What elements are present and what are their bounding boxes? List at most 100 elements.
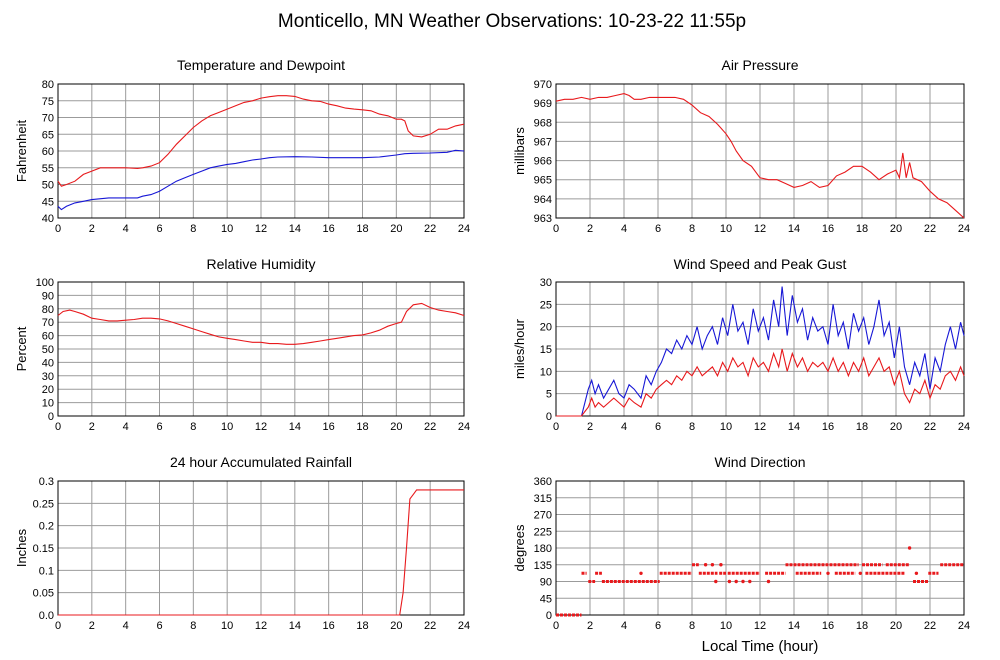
- temp-series-blue: [57, 149, 465, 211]
- rain-ytick: 0.0: [39, 610, 54, 622]
- wind-xtick: 16: [822, 421, 834, 433]
- wind-ytick: 20: [540, 322, 552, 334]
- rain-xtick: 18: [356, 620, 368, 632]
- dir-point: [734, 579, 738, 584]
- temp-xtick: 6: [156, 223, 162, 235]
- dir-point: [914, 571, 919, 576]
- dir-point: [719, 563, 723, 567]
- pressure-ytick: 968: [534, 117, 552, 129]
- temp-ytick: 45: [42, 196, 54, 208]
- pressure-ytick: 967: [534, 136, 552, 148]
- rain-ytick: 0.1: [39, 565, 54, 577]
- pressure-xtick: 4: [621, 223, 627, 235]
- dir-point: [727, 579, 732, 584]
- wind-xtick: 24: [958, 421, 970, 433]
- rh-xtick: 22: [424, 421, 436, 433]
- temp-xtick: 0: [55, 223, 61, 235]
- pressure-xtick: 22: [924, 223, 936, 235]
- dir-ytick: 90: [540, 577, 552, 589]
- dir-xtick: 2: [587, 620, 593, 632]
- rain-xtick: 8: [190, 620, 196, 632]
- wind-xtick: 20: [890, 421, 902, 433]
- wind-xtick: 8: [689, 421, 695, 433]
- temp-ytick: 40: [42, 213, 54, 225]
- temp-ytick: 50: [42, 180, 54, 192]
- rh-xtick: 14: [289, 421, 301, 433]
- rh-ytick: 50: [42, 344, 54, 356]
- dir-ytick: 270: [534, 510, 552, 522]
- wind-xtick: 22: [924, 421, 936, 433]
- wind-ylabel: miles/hour: [512, 318, 527, 379]
- wind-ytick: 5: [546, 389, 552, 401]
- wind-series-red: [556, 348, 965, 417]
- rain-xtick: 4: [123, 620, 129, 632]
- rh-xtick: 12: [255, 421, 267, 433]
- dir-point: [826, 571, 830, 576]
- dir-point: [703, 563, 708, 567]
- temp-xtick: 8: [190, 223, 196, 235]
- temp-ytick: 80: [42, 79, 54, 91]
- rain-series-red: [58, 489, 464, 616]
- rh-ytick: 70: [42, 317, 54, 329]
- temp-ylabel: Fahrenheit: [14, 120, 29, 183]
- rain-ylabel: Inches: [14, 528, 29, 567]
- dir-ylabel: degrees: [512, 524, 527, 571]
- pressure-xtick: 16: [822, 223, 834, 235]
- wind-xtick: 18: [856, 421, 868, 433]
- wind-ytick: 15: [540, 344, 552, 356]
- wind-frame: [555, 281, 965, 417]
- pressure-ylabel: millibars: [512, 127, 527, 175]
- pressure-title: Air Pressure: [721, 57, 798, 73]
- rh-ytick: 10: [42, 398, 54, 410]
- dir-xtick: 4: [621, 620, 627, 632]
- rh-xtick: 20: [390, 421, 402, 433]
- dir-xtick: 16: [822, 620, 834, 632]
- rh-xtick: 18: [356, 421, 368, 433]
- rain-xtick: 14: [289, 620, 301, 632]
- temp-xtick: 2: [89, 223, 95, 235]
- dir-xtick: 12: [754, 620, 766, 632]
- rh-xtick: 16: [323, 421, 335, 433]
- rain-title: 24 hour Accumulated Rainfall: [170, 454, 352, 470]
- rh-xtick: 2: [89, 421, 95, 433]
- wind-ytick: 25: [540, 299, 552, 311]
- dir-xtick: 14: [788, 620, 800, 632]
- rain-ytick: 0.15: [33, 543, 54, 555]
- dir-ytick: 180: [534, 543, 552, 555]
- temp-xtick: 18: [356, 223, 368, 235]
- rain-xtick: 10: [221, 620, 233, 632]
- wind-xtick: 10: [720, 421, 732, 433]
- rh-ytick: 100: [36, 277, 54, 289]
- temp-xtick: 14: [289, 223, 301, 235]
- temp-xtick: 20: [390, 223, 402, 235]
- rain-xtick: 12: [255, 620, 267, 632]
- dir-title: Wind Direction: [714, 454, 805, 470]
- rh-title: Relative Humidity: [207, 256, 316, 272]
- rh-xtick: 24: [458, 421, 470, 433]
- dir-point: [639, 571, 643, 576]
- rain-xtick: 24: [458, 620, 470, 632]
- pressure-xtick: 10: [720, 223, 732, 235]
- wind-xtick: 0: [553, 421, 559, 433]
- dir-ytick: 135: [534, 560, 552, 572]
- pressure-xtick: 6: [655, 223, 661, 235]
- dir-point: [710, 563, 715, 567]
- temp-xtick: 10: [221, 223, 233, 235]
- wind-ytick: 10: [540, 366, 552, 378]
- pressure-xtick: 14: [788, 223, 800, 235]
- temp-xtick: 4: [123, 223, 129, 235]
- rh-ytick: 40: [42, 357, 54, 369]
- temp-series-red: [57, 95, 465, 187]
- pressure-xtick: 24: [958, 223, 970, 235]
- rh-ytick: 90: [42, 290, 54, 302]
- dir-xtick: 8: [689, 620, 695, 632]
- dir-ytick: 225: [534, 526, 552, 538]
- pressure-ytick: 969: [534, 98, 552, 110]
- pressure-xtick: 0: [553, 223, 559, 235]
- wind-xtick: 6: [655, 421, 661, 433]
